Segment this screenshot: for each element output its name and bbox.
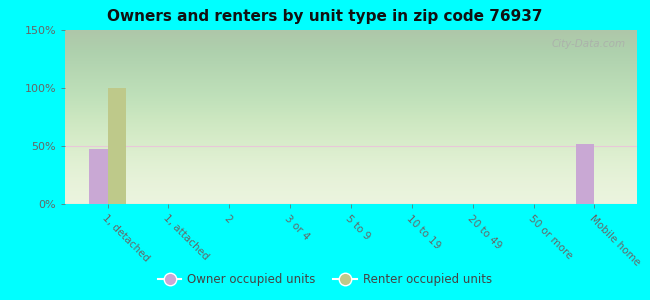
Text: Owners and renters by unit type in zip code 76937: Owners and renters by unit type in zip c…: [107, 9, 543, 24]
Bar: [89, 149, 108, 204]
Legend: Owner occupied units, Renter occupied units: Owner occupied units, Renter occupied un…: [153, 269, 497, 291]
Bar: [576, 144, 594, 204]
Text: City-Data.com: City-Data.com: [551, 39, 625, 49]
Bar: [108, 88, 126, 204]
